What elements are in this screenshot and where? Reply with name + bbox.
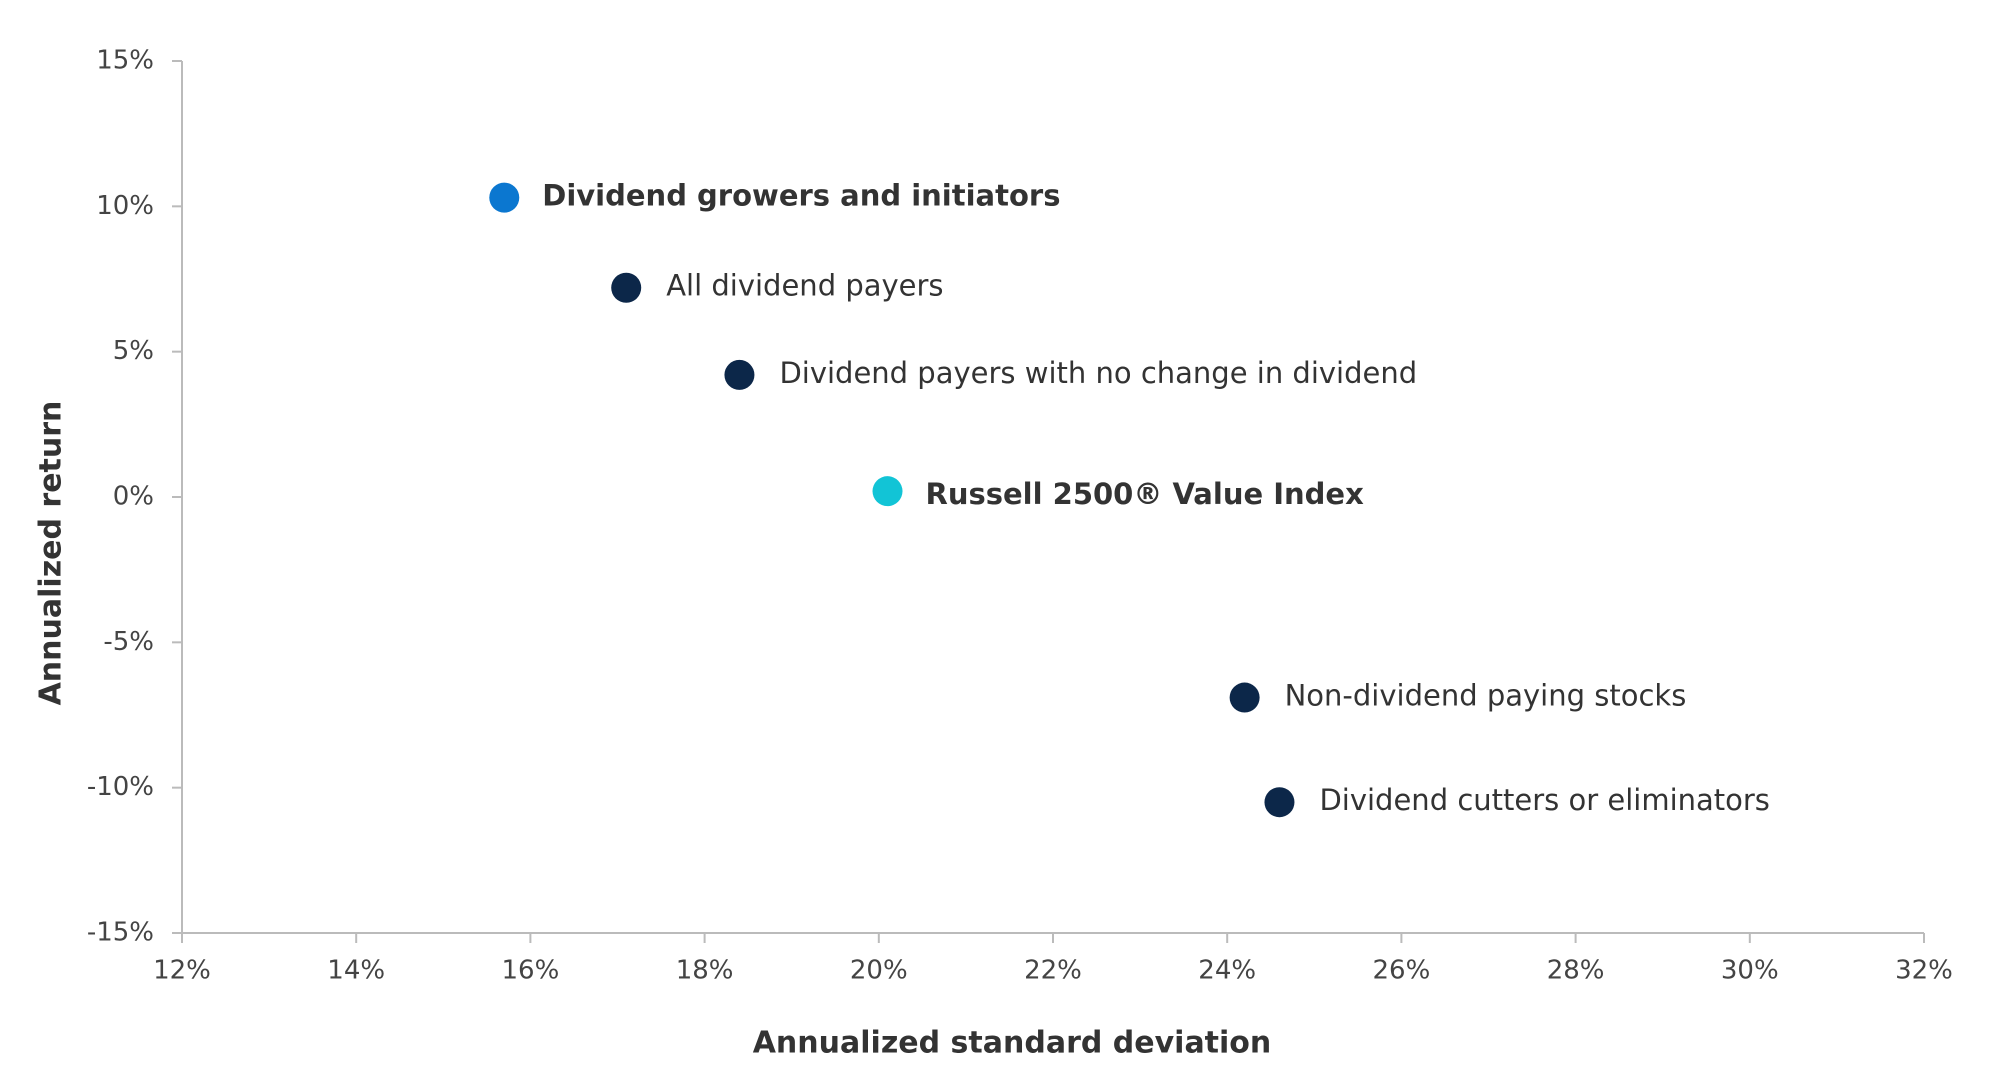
y-tick-label: 15% [96,46,154,76]
point-label: Dividend payers with no change in divide… [779,356,1417,390]
point [489,182,520,213]
x-tick-label: 24% [1198,956,1256,986]
point [1264,787,1295,818]
y-tick-label: 5% [113,336,154,366]
point-label: Dividend growers and initiators [542,179,1060,213]
point [872,476,903,507]
point [1229,682,1260,713]
point-label: All dividend payers [666,269,943,303]
x-tick-label: 26% [1373,956,1431,986]
x-tick-label: 18% [676,956,734,986]
x-tick-label: 28% [1547,956,1605,986]
point-label: Non-dividend paying stocks [1285,679,1687,713]
x-tick-label: 16% [502,956,560,986]
point-label: Russell 2500® Value Index [926,477,1365,511]
x-tick-label: 22% [1024,956,1082,986]
x-tick-label: 32% [1895,956,1953,986]
x-tick-label: 30% [1721,956,1779,986]
x-tick-label: 20% [850,956,908,986]
y-tick-label: -5% [103,627,154,657]
point-label: Dividend cutters or eliminators [1319,783,1769,817]
point [611,272,642,303]
x-tick-label: 12% [153,956,211,986]
x-axis-title: Annualized standard deviation [753,1026,1272,1061]
y-tick-label: -15% [87,918,154,948]
y-tick-label: 0% [113,482,154,512]
y-tick-label: 10% [96,191,154,221]
y-axis-title: Annualized return [34,401,69,706]
point [724,359,755,390]
y-tick-label: -10% [87,772,154,802]
x-tick-label: 14% [327,956,385,986]
